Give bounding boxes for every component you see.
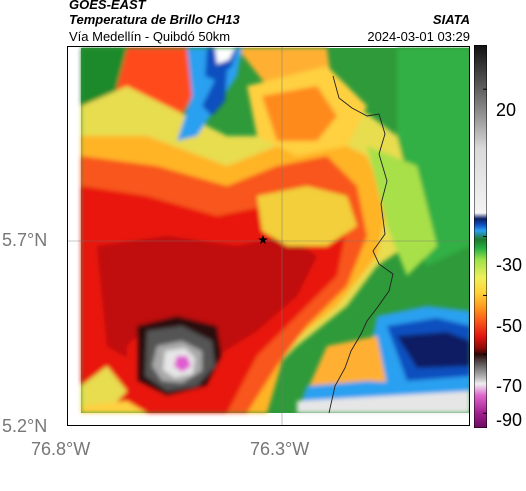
star-marker-icon <box>258 235 268 244</box>
product-title: Temperatura de Brillo CH13 <box>69 12 240 27</box>
brightness-temperature-map[interactable] <box>67 46 470 426</box>
temperature-field <box>81 48 470 413</box>
colorbar-tick-label: 20 <box>496 100 517 120</box>
colorbar <box>474 45 487 428</box>
region-subtitle: Vía Medellín - Quibdó 50km <box>69 29 231 44</box>
satellite-name: GOES-EAST <box>69 0 146 12</box>
datetime-label: 2024-03-01 03:29 <box>367 29 470 44</box>
colorbar-tick-label: -70 <box>496 376 523 396</box>
colorbar-tick-label: -30 <box>496 255 523 275</box>
map-border <box>67 46 470 426</box>
colorbar-tick-label: -90 <box>496 410 523 430</box>
x-tick-label: 76.3°W <box>250 439 310 459</box>
agency-label: SIATA <box>432 12 470 27</box>
department-border-line <box>328 75 394 414</box>
y-tick-label: 5.2°N <box>2 416 48 436</box>
y-tick-label: 5.7°N <box>2 230 48 250</box>
colorbar-gradient <box>474 45 487 428</box>
x-tick-label: 76.8°W <box>31 439 91 459</box>
colorbar-tick-label: -50 <box>496 316 523 336</box>
